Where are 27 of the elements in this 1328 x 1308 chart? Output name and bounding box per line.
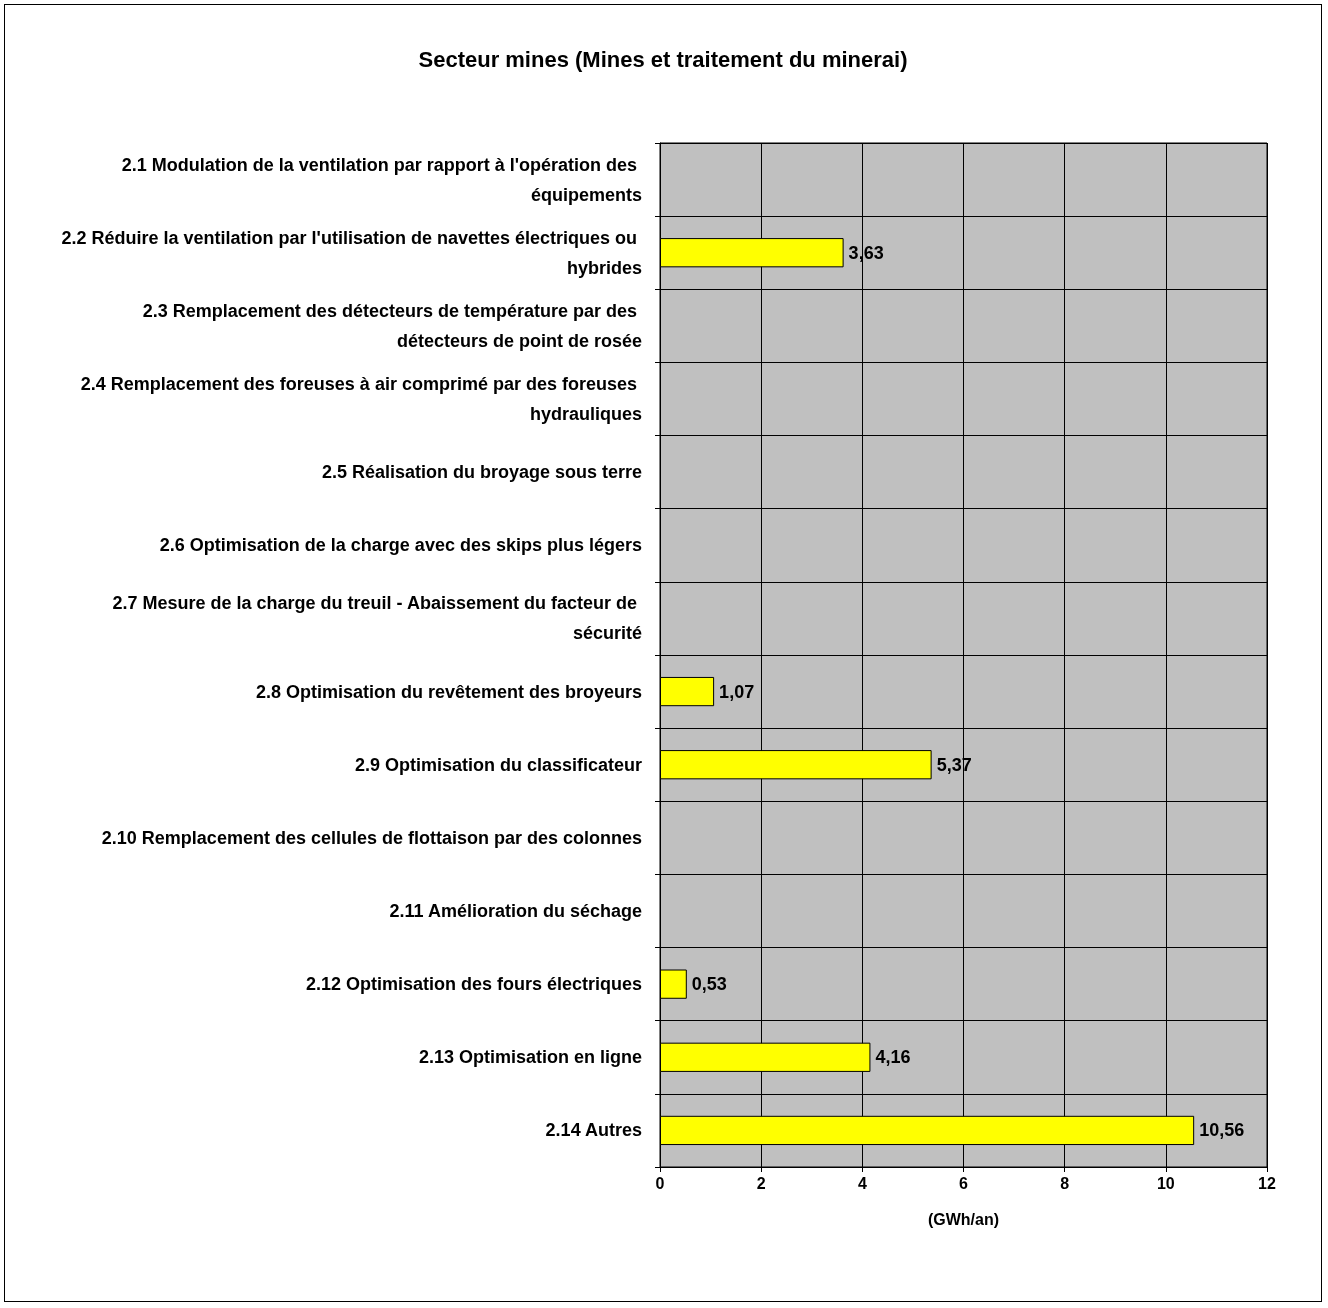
y-tick-label: 2.10 Remplacement des cellules de flottaison par des colonnes <box>101 827 642 848</box>
x-tick-label: 10 <box>1156 1174 1175 1192</box>
y-tick-label: 2.7 Mesure de la charge du treuil - Abaissement du facteur de sécurité <box>112 593 642 644</box>
x-tick-label: 6 <box>959 1174 969 1192</box>
y-tick-label: 2.3 Remplacement des détecteurs de température par des détecteurs de point de rosée <box>142 300 642 351</box>
x-tick-label: 4 <box>857 1174 867 1192</box>
data-label: 4,16 <box>875 1047 911 1068</box>
y-tick-label: 2.12 Optimisation des fours électriques <box>305 974 642 995</box>
y-tick-label: 2.14 Autres <box>545 1120 642 1141</box>
y-tick-label: 2.9 Optimisation du classificateur <box>354 754 642 775</box>
y-tick-label: 2.2 Réduire la ventilation par l'utilisation de navettes électriques ou hybrides <box>61 227 642 278</box>
y-tick-label: 2.11 Amélioration du séchage <box>389 901 642 921</box>
data-label: 0,53 <box>691 974 727 995</box>
y-tick-label: 2.13 Optimisation en ligne <box>418 1047 642 1068</box>
y-tick-label: 2.8 Optimisation du revêtement des broyeurs <box>255 681 642 702</box>
y-tick-label: 2.5 Réalisation du broyage sous terre <box>321 462 642 483</box>
y-tick-label: 2.1 Modulation de la ventilation par rapport à l'opération des équipements <box>121 154 642 205</box>
data-label: 1,07 <box>719 681 755 702</box>
chart-title: Secteur mines (Mines et traitement du minerai) <box>418 46 908 72</box>
x-tick-label: 8 <box>1060 1174 1070 1192</box>
x-axis-title: (GWh/an) <box>927 1210 1000 1228</box>
x-tick-label: 12 <box>1258 1174 1276 1192</box>
x-tick-label: 0 <box>655 1174 665 1192</box>
y-tick-label: 2.6 Optimisation de la charge avec des skips plus légers <box>159 535 642 556</box>
y-tick-label: 2.4 Remplacement des foreuses à air comprimé par des foreuses hydrauliques <box>80 374 642 424</box>
x-tick-label: 2 <box>756 1174 766 1192</box>
data-label: 10,56 <box>1199 1120 1245 1141</box>
